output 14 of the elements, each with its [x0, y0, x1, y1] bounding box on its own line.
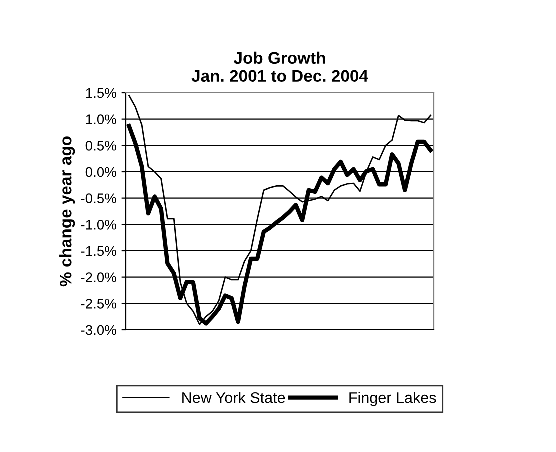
y-tick-label: 0.5% — [86, 141, 116, 151]
y-tick-label: -2.0% — [81, 272, 116, 283]
legend-label: Finger Lakes — [350, 392, 436, 406]
y-tick-label: -2.5% — [81, 299, 116, 309]
y-axis-title: % change year ago — [60, 136, 76, 287]
chart-title: Job Growth Jan. 2001 to Dec. 2004 — [192, 52, 368, 82]
y-tick-label: -1.0% — [81, 220, 116, 230]
legend-label: New York State — [182, 392, 286, 404]
y-tick-label: -3.0% — [81, 325, 116, 336]
y-tick-label: 0.0% — [86, 167, 116, 178]
y-tick-label: -1.5% — [81, 246, 116, 256]
y-tick-label: 1.0% — [86, 114, 116, 125]
y-tick-label: 1.5% — [86, 88, 116, 98]
y-tick-label: -0.5% — [81, 194, 116, 204]
